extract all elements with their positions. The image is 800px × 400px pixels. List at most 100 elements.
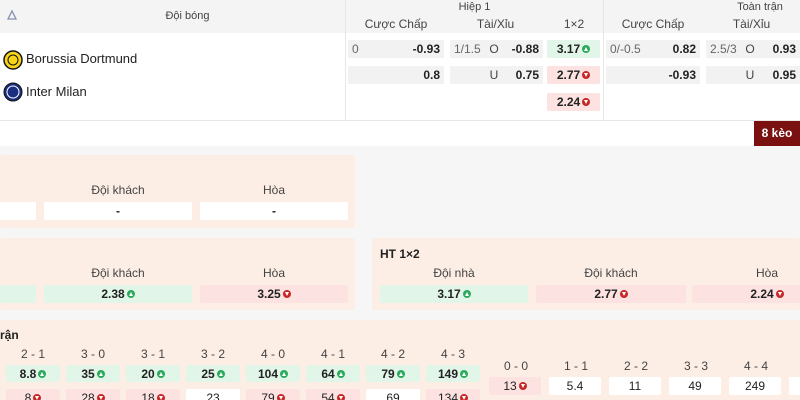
odds-cell[interactable]: 2.77 (536, 285, 686, 303)
odds-cell[interactable]: 25 (186, 365, 240, 382)
trend-icon (396, 369, 405, 378)
odds-cell[interactable]: 104 (246, 365, 300, 382)
column-header: Cược Chấp (364, 17, 428, 31)
odds-price: 2.24 (556, 95, 581, 109)
score-label: 3 - 0 (80, 347, 105, 361)
odds-cell[interactable]: 28 (66, 389, 120, 400)
odds-cell[interactable]: - (200, 202, 348, 220)
odds-cell[interactable]: 3.25 (200, 285, 348, 303)
odds-price: 64 (321, 366, 335, 381)
odds-cell[interactable]: 3.17 (380, 285, 528, 303)
score-label: 2 - 1 (20, 347, 45, 361)
odds-cell[interactable]: - (44, 202, 192, 220)
over-under: U (489, 68, 499, 82)
trend-icon (460, 393, 469, 400)
outcome-label: Hòa (262, 183, 285, 197)
odds-cell[interactable]: 49 (669, 377, 721, 395)
score-label: 4 - 3 (440, 347, 465, 361)
odds-cell[interactable]: 35 (66, 365, 120, 382)
odds-price: 54 (321, 390, 335, 400)
trend-icon (582, 98, 591, 106)
odds-cell[interactable] (606, 66, 700, 84)
odds-cell[interactable] (348, 66, 444, 84)
odds-cell[interactable]: 23 (186, 389, 240, 400)
trend-icon (462, 290, 471, 298)
score-label: 0 - 0 (503, 359, 528, 373)
trend-icon (582, 45, 591, 53)
outcome-label: Đội nhà (433, 266, 475, 280)
odds-cell[interactable] (706, 66, 800, 84)
column-header: Tài/Xỉu (476, 17, 515, 31)
odds-price: 3.17 (556, 42, 581, 56)
trend-icon (126, 290, 135, 298)
odds-price: 28 (81, 390, 95, 400)
odds-price: 2.77 (556, 68, 581, 82)
trend-icon (156, 393, 165, 400)
odds-price: 134 (437, 390, 459, 400)
odds-cell[interactable]: 18 (126, 389, 180, 400)
odds-cell[interactable]: 20 (126, 365, 180, 382)
column-header: Tài/Xỉu (732, 17, 771, 31)
outcome-label: Đội khách (91, 183, 145, 197)
odds-cell[interactable] (789, 377, 800, 395)
odds-cell[interactable] (450, 66, 543, 84)
odds-price: - (116, 204, 120, 218)
odds-cell[interactable] (606, 40, 700, 58)
odds-cell[interactable]: 134 (426, 389, 480, 400)
score-label: 4 - 1 (320, 347, 345, 361)
odds-cell[interactable]: 8 (6, 389, 60, 400)
odds-cell[interactable]: 2.24 (692, 285, 800, 303)
trend-icon (336, 393, 345, 400)
odds-cell[interactable]: 54 (306, 389, 360, 400)
group-header: Hiệp 1 (458, 1, 491, 13)
odds-price: 249 (744, 379, 766, 393)
odds-cell[interactable]: 79 (246, 389, 300, 400)
more-button[interactable]: 8 kèo (754, 121, 800, 146)
market-title: rận (0, 328, 19, 342)
trend-icon (96, 393, 105, 400)
trend-icon (518, 382, 527, 390)
odds-cell[interactable]: 3.17 (547, 40, 600, 58)
odds-cell[interactable]: 2.38 (44, 285, 192, 303)
odds-cell[interactable]: 2.77 (547, 66, 600, 84)
odds-cell[interactable]: 79 (366, 365, 420, 382)
handicap-line: 2.5/3 (710, 42, 737, 56)
odds-price: 104 (257, 366, 279, 381)
odds-cell[interactable] (0, 285, 36, 303)
odds-cell[interactable]: 249 (729, 377, 781, 395)
odds-cell[interactable] (450, 40, 543, 58)
over-under: U (745, 68, 755, 82)
odds-price: 8.8 (19, 366, 37, 381)
odds-cell[interactable]: 2.24 (547, 93, 600, 111)
odds-cell[interactable]: 8.8 (6, 365, 60, 382)
odds-cell[interactable] (706, 40, 800, 58)
odds-price: 0.8 (423, 68, 440, 82)
odds-price: 69 (386, 390, 400, 400)
settings-icon[interactable] (6, 9, 18, 21)
odds-cell[interactable]: 11 (609, 377, 661, 395)
odds-cell[interactable]: 5.4 (549, 377, 601, 395)
odds-price: 0.75 (515, 68, 539, 82)
odds-cell[interactable]: 149 (426, 365, 480, 382)
over-under: O (489, 42, 499, 56)
score-label: 4 - 4 (743, 359, 768, 373)
odds-cell[interactable]: 13 (489, 377, 541, 395)
trend-icon (216, 369, 225, 378)
divider (603, 0, 604, 120)
odds-cell[interactable]: 64 (306, 365, 360, 382)
trend-icon (280, 369, 289, 378)
score-label: 1 - 1 (563, 359, 588, 373)
table-header (0, 0, 800, 33)
odds-cell[interactable] (348, 40, 444, 58)
team-name: Inter Milan (26, 84, 87, 99)
outcome-label: Đội khách (584, 266, 638, 280)
market-title: HT 1×2 (380, 247, 420, 261)
trend-icon (156, 369, 165, 378)
odds-price: 3.25 (257, 287, 281, 301)
divider (0, 120, 800, 121)
odds-cell[interactable] (0, 202, 36, 220)
odds-cell[interactable]: 69 (366, 389, 420, 400)
score-label: 2 - 2 (623, 359, 648, 373)
odds-price: 49 (688, 379, 702, 393)
